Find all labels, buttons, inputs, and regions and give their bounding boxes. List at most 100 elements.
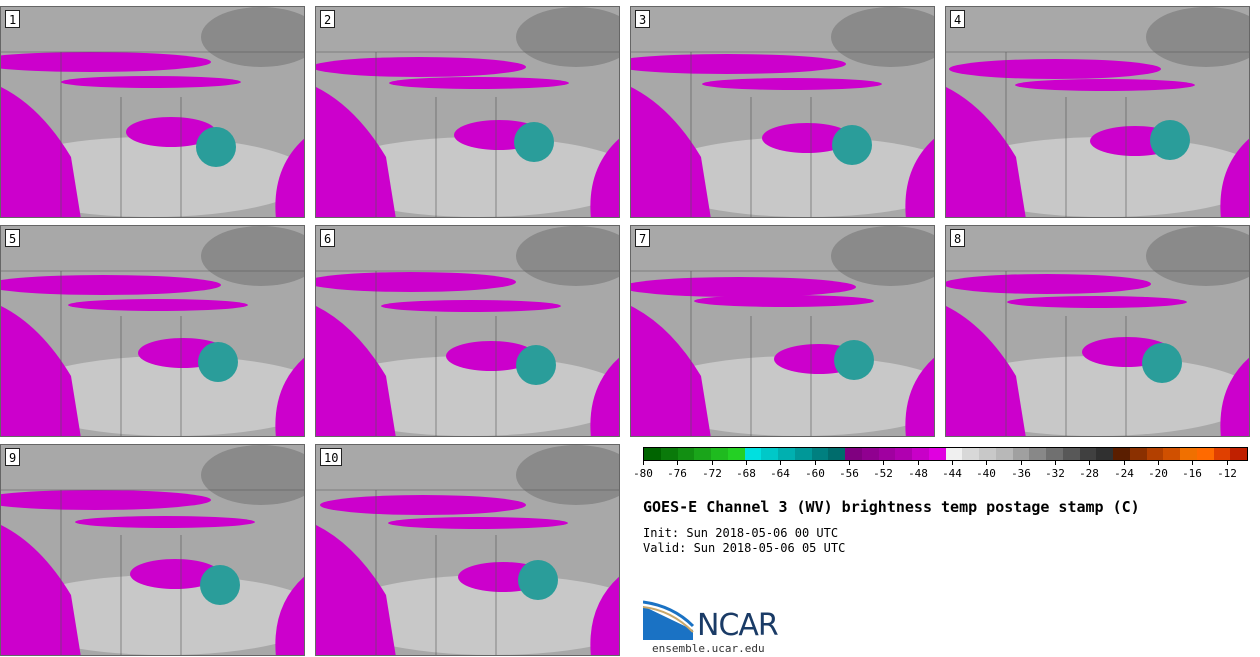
map-panel: 3 bbox=[630, 6, 935, 218]
colorbar-tick-label: -36 bbox=[1011, 467, 1031, 480]
colorbar-tick bbox=[815, 461, 816, 465]
colorbar-swatch bbox=[1213, 448, 1231, 460]
colorbar-swatch bbox=[778, 448, 795, 460]
colorbar-tick-label: -28 bbox=[1079, 467, 1099, 480]
wv-map-icon bbox=[1, 445, 304, 655]
colorbar-swatch bbox=[1029, 448, 1046, 460]
colorbar-swatch bbox=[1129, 448, 1147, 460]
colorbar-swatch bbox=[694, 448, 711, 460]
panel-number: 7 bbox=[635, 229, 651, 247]
chart-title: GOES-E Channel 3 (WV) brightness temp po… bbox=[643, 498, 1140, 516]
colorbar bbox=[643, 447, 1248, 461]
map-panel: 9 bbox=[0, 444, 305, 656]
colorbar-swatch bbox=[727, 448, 745, 460]
colorbar-tick bbox=[849, 461, 850, 465]
colorbar-swatch bbox=[828, 448, 845, 460]
colorbar-tick-label: -68 bbox=[736, 467, 756, 480]
valid-time: Valid: Sun 2018-05-06 05 UTC bbox=[643, 541, 846, 555]
colorbar-tick-label: -56 bbox=[839, 467, 859, 480]
colorbar-tick-label: -16 bbox=[1182, 467, 1202, 480]
map-panel: 2 bbox=[315, 6, 620, 218]
colorbar-swatch bbox=[912, 448, 929, 460]
panel-number: 6 bbox=[320, 229, 336, 247]
wv-map-icon bbox=[631, 226, 934, 436]
colorbar-tick bbox=[1158, 461, 1159, 465]
colorbar-swatch bbox=[1079, 448, 1097, 460]
colorbar-swatch bbox=[895, 448, 912, 460]
wv-map-icon bbox=[316, 445, 619, 655]
colorbar-tick bbox=[746, 461, 747, 465]
colorbar-tick-label: -20 bbox=[1148, 467, 1168, 480]
colorbar-tick bbox=[918, 461, 919, 465]
colorbar-swatch bbox=[995, 448, 1013, 460]
colorbar-tick-label: -40 bbox=[976, 467, 996, 480]
colorbar-tick bbox=[952, 461, 953, 465]
panel-number: 4 bbox=[950, 10, 966, 28]
colorbar-swatch bbox=[677, 448, 695, 460]
colorbar-swatch bbox=[744, 448, 762, 460]
colorbar-tick-label: -48 bbox=[908, 467, 928, 480]
colorbar-swatch bbox=[878, 448, 896, 460]
colorbar-swatch bbox=[845, 448, 862, 460]
colorbar-tick bbox=[712, 461, 713, 465]
map-panel: 10 bbox=[315, 444, 620, 656]
colorbar-tick bbox=[1089, 461, 1090, 465]
colorbar-tick bbox=[1227, 461, 1228, 465]
colorbar-tick-label: -32 bbox=[1045, 467, 1065, 480]
colorbar-tick bbox=[677, 461, 678, 465]
map-panel: 6 bbox=[315, 225, 620, 437]
colorbar-tick-label: -52 bbox=[873, 467, 893, 480]
colorbar-tick-label: -60 bbox=[805, 467, 825, 480]
wv-map-icon bbox=[316, 7, 619, 217]
colorbar-swatch bbox=[861, 448, 879, 460]
panel-number: 10 bbox=[320, 448, 343, 466]
colorbar-tick bbox=[1055, 461, 1056, 465]
colorbar-tick-label: -64 bbox=[770, 467, 790, 480]
panel-number: 1 bbox=[5, 10, 21, 28]
colorbar-swatch bbox=[1163, 448, 1180, 460]
colorbar-swatch bbox=[928, 448, 946, 460]
colorbar-tick-label: -72 bbox=[702, 467, 722, 480]
colorbar-swatch bbox=[979, 448, 996, 460]
map-panel: 7 bbox=[630, 225, 935, 437]
colorbar-swatch bbox=[945, 448, 963, 460]
colorbar-swatch bbox=[1096, 448, 1113, 460]
colorbar-swatch bbox=[794, 448, 812, 460]
colorbar-swatch bbox=[644, 448, 661, 460]
colorbar-swatch bbox=[660, 448, 678, 460]
colorbar-swatch bbox=[1012, 448, 1030, 460]
colorbar-swatch bbox=[962, 448, 979, 460]
colorbar-swatch bbox=[1046, 448, 1063, 460]
colorbar-tick-label: -24 bbox=[1114, 467, 1134, 480]
colorbar-swatch bbox=[1113, 448, 1130, 460]
wv-map-icon bbox=[1, 226, 304, 436]
wv-map-icon bbox=[1, 7, 304, 217]
panel-number: 3 bbox=[635, 10, 651, 28]
ncar-logo-icon bbox=[643, 600, 695, 640]
colorbar-swatch bbox=[1196, 448, 1214, 460]
init-time: Init: Sun 2018-05-06 00 UTC bbox=[643, 526, 839, 540]
colorbar-tick-label: -12 bbox=[1217, 467, 1237, 480]
panel-number: 8 bbox=[950, 229, 966, 247]
panel-number: 5 bbox=[5, 229, 21, 247]
site-url[interactable]: ensemble.ucar.edu bbox=[652, 642, 765, 655]
colorbar-ticks: -80 -76 -72 -68 -64 -60 -56 -52 -48 -44 -40 -36 -32 -… bbox=[633, 461, 1248, 481]
wv-map-icon bbox=[946, 226, 1249, 436]
colorbar-swatch bbox=[811, 448, 829, 460]
colorbar-tick bbox=[1192, 461, 1193, 465]
colorbar-swatch bbox=[761, 448, 778, 460]
ncar-logo-text: NCAR bbox=[697, 608, 779, 643]
colorbar-tick bbox=[986, 461, 987, 465]
panel-number: 9 bbox=[5, 448, 21, 466]
map-panel: 5 bbox=[0, 225, 305, 437]
map-panel: 4 bbox=[945, 6, 1250, 218]
colorbar-swatch bbox=[1230, 448, 1247, 460]
colorbar-swatch bbox=[1062, 448, 1080, 460]
map-panel: 1 bbox=[0, 6, 305, 218]
colorbar-tick bbox=[643, 461, 644, 465]
wv-map-icon bbox=[946, 7, 1249, 217]
colorbar-tick bbox=[883, 461, 884, 465]
panel-number: 2 bbox=[320, 10, 336, 28]
colorbar-swatch bbox=[711, 448, 728, 460]
map-panel: 8 bbox=[945, 225, 1250, 437]
